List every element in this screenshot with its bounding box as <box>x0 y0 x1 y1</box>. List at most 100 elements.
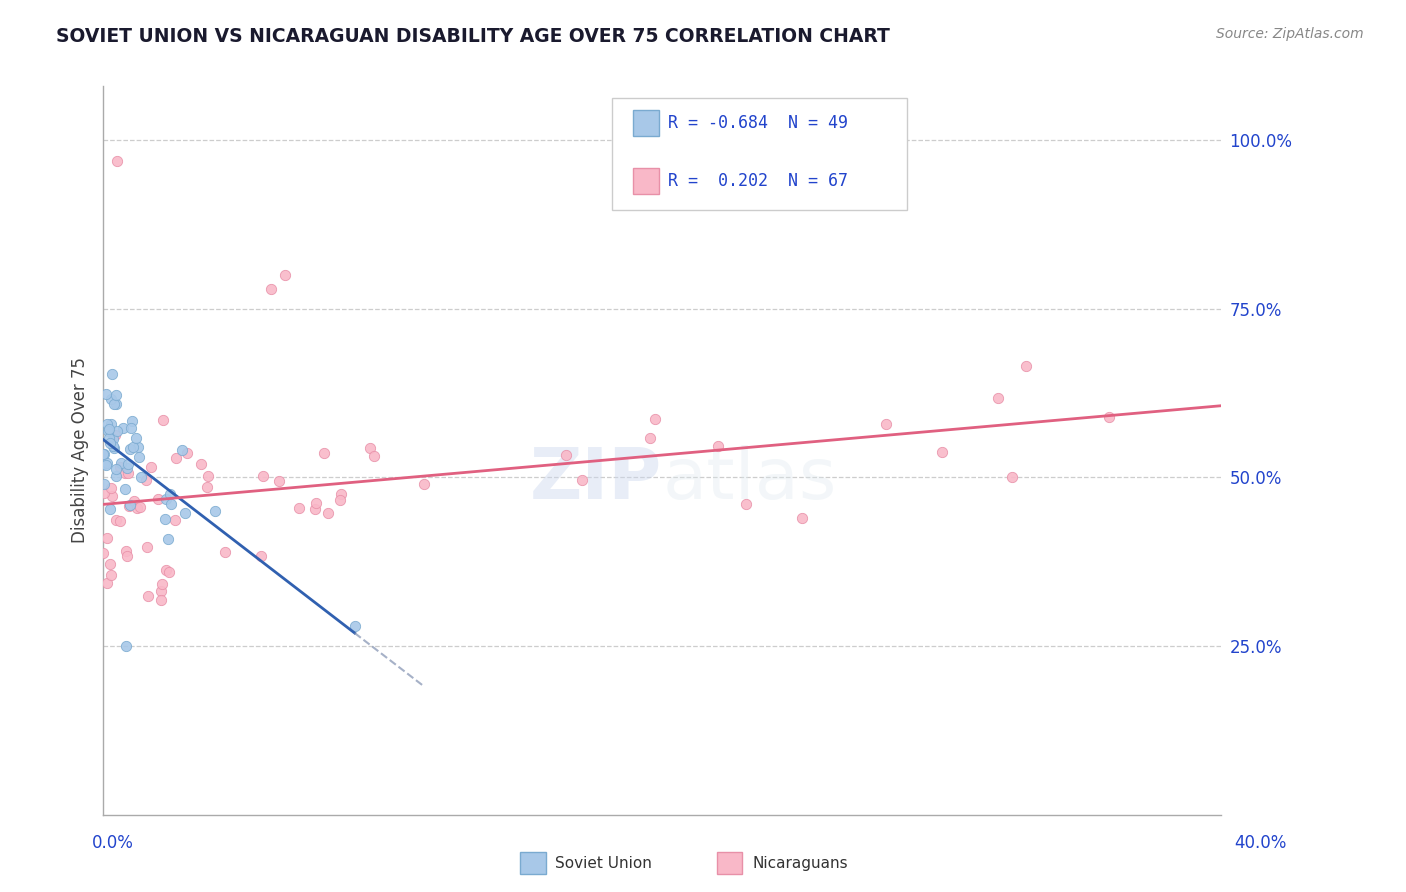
Point <box>117 461 139 475</box>
Point <box>288 500 311 515</box>
Point <box>122 493 145 508</box>
Point <box>987 391 1010 405</box>
Point <box>146 491 169 506</box>
Point <box>931 445 953 459</box>
Point <box>305 496 328 510</box>
Point <box>644 411 666 425</box>
Point <box>129 470 152 484</box>
Point <box>174 506 197 520</box>
Point <box>96 417 118 431</box>
Y-axis label: Disability Age Over 75: Disability Age Over 75 <box>72 358 89 543</box>
Point <box>105 461 128 475</box>
Point <box>150 577 173 591</box>
Point <box>165 451 187 466</box>
Text: 0.0%: 0.0% <box>91 834 134 852</box>
Point <box>98 557 121 571</box>
Point <box>152 412 174 426</box>
Point <box>118 499 141 513</box>
Point <box>304 502 326 516</box>
Point <box>122 440 145 454</box>
Point <box>120 498 142 512</box>
Point <box>128 450 150 464</box>
Point <box>555 448 578 462</box>
Text: ZIP: ZIP <box>530 445 662 514</box>
Point <box>312 446 335 460</box>
Point <box>875 417 897 431</box>
Point <box>105 388 128 402</box>
Point <box>117 457 139 471</box>
Point <box>571 474 593 488</box>
Point <box>96 456 118 470</box>
Point <box>97 424 120 438</box>
Text: Nicaraguans: Nicaraguans <box>752 856 848 871</box>
Point <box>98 422 121 436</box>
Point <box>96 532 118 546</box>
Point <box>120 442 142 457</box>
Point <box>1000 470 1022 484</box>
Point <box>108 459 131 474</box>
Point <box>93 477 115 491</box>
Text: Source: ZipAtlas.com: Source: ZipAtlas.com <box>1216 27 1364 41</box>
Point <box>707 439 730 453</box>
Point <box>316 506 339 520</box>
Point <box>359 441 381 455</box>
Point <box>329 493 352 508</box>
Point <box>136 541 159 555</box>
Point <box>260 282 283 296</box>
Point <box>121 414 143 428</box>
Point <box>274 268 297 282</box>
Point <box>214 544 236 558</box>
Point <box>125 501 148 516</box>
Point <box>104 468 127 483</box>
Point <box>170 443 193 458</box>
Point <box>108 515 131 529</box>
Point <box>412 476 434 491</box>
Text: atlas: atlas <box>662 445 837 514</box>
Point <box>150 584 173 599</box>
Point <box>103 397 125 411</box>
Point <box>129 500 152 514</box>
Point <box>93 458 115 472</box>
Point <box>93 486 115 500</box>
Point <box>735 497 758 511</box>
Point <box>638 431 661 445</box>
Point <box>115 543 138 558</box>
Point <box>104 397 127 411</box>
Point <box>138 589 160 603</box>
Point <box>117 549 139 563</box>
Point <box>100 367 122 381</box>
Point <box>94 458 117 472</box>
Point <box>105 424 128 438</box>
Point <box>155 563 177 577</box>
Point <box>1014 359 1036 373</box>
Point <box>100 417 122 432</box>
Point <box>330 487 353 501</box>
Point <box>117 466 139 480</box>
Point <box>149 593 172 607</box>
Point <box>127 440 149 454</box>
Point <box>155 491 177 506</box>
Point <box>100 481 122 495</box>
Point <box>96 387 118 401</box>
Point <box>103 439 125 453</box>
Point <box>103 441 125 455</box>
Point <box>197 469 219 483</box>
Point <box>153 512 176 526</box>
Point <box>98 435 121 450</box>
Point <box>104 427 127 442</box>
Point <box>96 576 118 591</box>
Point <box>204 504 226 518</box>
Point <box>190 457 212 471</box>
Point <box>159 487 181 501</box>
Point <box>163 513 186 527</box>
Point <box>125 431 148 445</box>
Point <box>157 566 180 580</box>
Text: 40.0%: 40.0% <box>1234 834 1286 852</box>
Point <box>1098 409 1121 424</box>
Point <box>114 482 136 496</box>
Text: R =  0.202  N = 67: R = 0.202 N = 67 <box>668 172 848 190</box>
Point <box>120 421 142 435</box>
Text: SOVIET UNION VS NICARAGUAN DISABILITY AGE OVER 75 CORRELATION CHART: SOVIET UNION VS NICARAGUAN DISABILITY AG… <box>56 27 890 45</box>
Point <box>111 421 134 435</box>
Point <box>790 511 813 525</box>
